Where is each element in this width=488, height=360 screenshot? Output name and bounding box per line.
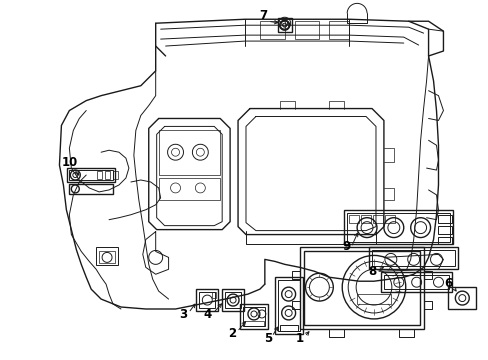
Bar	[360, 215, 370, 223]
Bar	[299, 247, 423, 329]
Bar	[69, 170, 113, 180]
Bar	[346, 213, 449, 242]
Bar	[277, 18, 291, 32]
Bar	[67, 168, 115, 182]
Text: 7: 7	[258, 9, 266, 22]
Bar	[96, 247, 118, 265]
Bar	[113, 171, 118, 179]
Text: 9: 9	[342, 240, 349, 253]
Bar	[368, 247, 457, 269]
Bar	[212, 292, 216, 298]
Bar	[240, 304, 267, 329]
Text: 4: 4	[203, 309, 211, 321]
Bar	[371, 251, 454, 266]
Bar	[69, 184, 113, 194]
Bar	[105, 171, 110, 179]
Bar	[243, 307, 264, 326]
Bar	[303, 251, 419, 325]
Bar	[438, 215, 451, 223]
Bar	[259, 21, 284, 39]
Bar	[158, 178, 220, 200]
Bar	[447, 287, 475, 309]
Bar	[199, 292, 215, 308]
Bar	[438, 226, 451, 234]
Text: 8: 8	[367, 265, 375, 278]
Bar	[196, 289, 218, 311]
Text: 1: 1	[295, 332, 303, 345]
Bar	[438, 237, 451, 244]
Bar	[348, 215, 358, 223]
Bar	[277, 280, 299, 331]
Bar	[328, 21, 348, 39]
Text: 5: 5	[263, 332, 271, 345]
Bar	[383, 275, 448, 289]
Text: 2: 2	[227, 327, 236, 340]
Bar	[97, 171, 102, 179]
Bar	[244, 321, 264, 326]
Bar	[356, 294, 390, 304]
Bar	[279, 325, 297, 331]
Bar	[99, 251, 115, 264]
Bar	[274, 277, 302, 334]
Text: 6: 6	[444, 277, 451, 290]
Bar	[224, 292, 241, 308]
Bar	[380, 272, 451, 292]
Text: 3: 3	[179, 309, 187, 321]
Bar	[384, 215, 394, 223]
Bar	[344, 210, 452, 244]
Bar	[222, 289, 244, 311]
Bar	[372, 215, 382, 223]
Bar	[158, 130, 220, 175]
Text: 10: 10	[61, 156, 77, 168]
Bar	[294, 21, 319, 39]
